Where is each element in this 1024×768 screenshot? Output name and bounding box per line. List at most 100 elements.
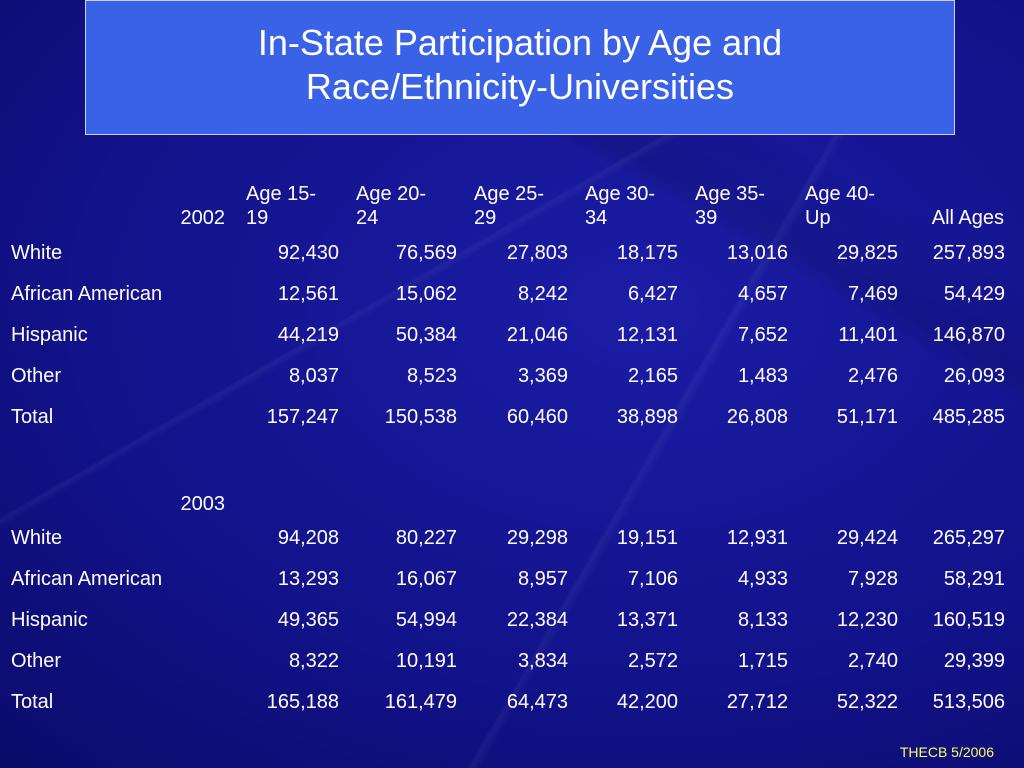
column-header-age-20-24: Age 20- 24: [343, 168, 461, 233]
table-cell: 29,399: [943, 650, 1005, 672]
row-label: Other: [11, 650, 62, 672]
table-cell: 8,037: [288, 365, 339, 387]
table-cell: 92,430: [277, 242, 339, 264]
table-cell: 29,298: [506, 527, 568, 549]
table-row: Other 8,037 8,523 3,369 2,165 1,483 2,476 26,09…: [0, 356, 1016, 397]
table-cell: 8,957: [517, 568, 568, 590]
table-cell: 7,469: [847, 283, 898, 305]
table-cell: 165,188: [266, 691, 339, 713]
row-label: Total: [11, 406, 54, 428]
year-2002-label: 2002: [180, 207, 226, 229]
table-row: Total 165,188 161,479 64,473 42,200 27,712 52,…: [0, 682, 1016, 723]
column-header-line: Age 20-: [356, 183, 427, 205]
table-cell: 12,561: [277, 283, 339, 305]
table-cell: 54,429: [943, 283, 1005, 305]
table-row: Hispanic 49,365 54,994 22,384 13,371 8,133 12,…: [0, 600, 1016, 641]
column-header-line: Age 15-: [246, 183, 317, 205]
table-cell: 60,460: [506, 406, 568, 428]
column-header-line: 19: [246, 207, 269, 229]
column-header-all-ages: All Ages: [931, 207, 1004, 229]
column-header-line: 24: [356, 207, 379, 229]
table-cell: 26,808: [726, 406, 788, 428]
table-cell: 257,893: [932, 242, 1005, 264]
table-row: African American 13,293 16,067 8,957 7,106 4,…: [0, 559, 1016, 600]
table-row: Total 157,247 150,538 60,460 38,898 26,808 51,…: [0, 397, 1016, 438]
participation-table: 2002 Age 15- 19 Age 20- 24 Age 25- 29 Age 3…: [0, 168, 1016, 723]
table-cell: 12,131: [616, 324, 678, 346]
table-cell: 13,293: [277, 568, 339, 590]
table-row: Other 8,322 10,191 3,834 2,572 1,715 2,740 29,3…: [0, 641, 1016, 682]
table-cell: 160,519: [932, 609, 1005, 631]
table-cell: 44,219: [277, 324, 339, 346]
column-header-line: Age 30-: [585, 183, 656, 205]
table-cell: 15,062: [395, 283, 457, 305]
table-cell: 64,473: [506, 691, 568, 713]
table-cell: 1,715: [737, 650, 788, 672]
column-header-age-40-up: Age 40- Up: [792, 168, 902, 233]
year-row-filler: [233, 478, 1016, 518]
table-cell: 4,657: [737, 283, 788, 305]
spacer-cell: [0, 438, 1016, 478]
table-cell: 38,898: [616, 406, 678, 428]
table-cell: 7,106: [627, 568, 678, 590]
table-cell: 52,322: [836, 691, 898, 713]
table-cell: 49,365: [277, 609, 339, 631]
table-cell: 150,538: [384, 406, 457, 428]
table-cell: 16,067: [395, 568, 457, 590]
column-header-line: Up: [805, 207, 831, 229]
table-cell: 51,171: [836, 406, 898, 428]
column-header-line: 39: [695, 207, 718, 229]
year-2003-label: 2003: [180, 493, 226, 515]
column-header-age-15-19: Age 15- 19: [233, 168, 343, 233]
table-cell: 8,322: [288, 650, 339, 672]
table-cell: 50,384: [395, 324, 457, 346]
table-cell: 8,523: [406, 365, 457, 387]
column-header-line: Age 35-: [695, 183, 766, 205]
row-label: African American: [11, 568, 163, 590]
row-label: Hispanic: [11, 324, 88, 346]
table-cell: 485,285: [932, 406, 1005, 428]
row-label: White: [11, 527, 63, 549]
column-header-line: 34: [585, 207, 608, 229]
table-cell: 3,369: [517, 365, 568, 387]
table-cell: 513,506: [932, 691, 1005, 713]
table-cell: 12,230: [836, 609, 898, 631]
section-spacer: [0, 438, 1016, 478]
table-cell: 12,931: [726, 527, 788, 549]
table-cell: 13,371: [616, 609, 678, 631]
title-box: In-State Participation by Age and Race/E…: [85, 0, 955, 135]
column-header-line: Age 40-: [805, 183, 876, 205]
table-cell: 29,424: [836, 527, 898, 549]
row-label: Hispanic: [11, 609, 88, 631]
table-cell: 54,994: [395, 609, 457, 631]
table-cell: 76,569: [395, 242, 457, 264]
table-cell: 27,803: [506, 242, 568, 264]
table-cell: 42,200: [616, 691, 678, 713]
table-cell: 1,483: [737, 365, 788, 387]
table-cell: 2,572: [627, 650, 678, 672]
column-header-age-30-34: Age 30- 34: [572, 168, 682, 233]
column-header-age-25-29: Age 25- 29: [461, 168, 572, 233]
table-cell: 29,825: [836, 242, 898, 264]
table-cell: 7,652: [737, 324, 788, 346]
table-row: African American 12,561 15,062 8,242 6,427 4,…: [0, 274, 1016, 315]
column-header-line: Age 25-: [474, 183, 545, 205]
table-body: 2002 Age 15- 19 Age 20- 24 Age 25- 29 Age 3…: [0, 168, 1016, 723]
table-cell: 265,297: [932, 527, 1005, 549]
column-header-age-35-39: Age 35- 39: [682, 168, 792, 233]
slide-title-line-2: Race/Ethnicity-Universities: [305, 65, 735, 107]
row-label: Other: [11, 365, 62, 387]
table-cell: 26,093: [943, 365, 1005, 387]
table-cell: 161,479: [384, 691, 457, 713]
table-cell: 10,191: [395, 650, 457, 672]
row-label: Total: [11, 691, 54, 713]
table-cell: 19,151: [616, 527, 678, 549]
table-row: White 92,430 76,569 27,803 18,175 13,016 29,82…: [0, 233, 1016, 274]
table-cell: 21,046: [506, 324, 568, 346]
table-cell: 80,227: [395, 527, 457, 549]
table-cell: 22,384: [506, 609, 568, 631]
table-cell: 18,175: [616, 242, 678, 264]
column-header-line: 29: [474, 207, 497, 229]
table-cell: 94,208: [277, 527, 339, 549]
table-row: Hispanic 44,219 50,384 21,046 12,131 7,652 11,…: [0, 315, 1016, 356]
